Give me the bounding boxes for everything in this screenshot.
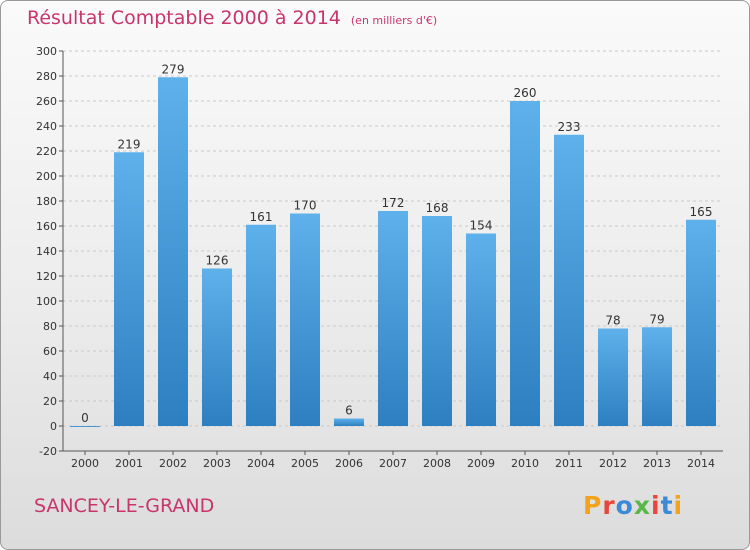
logo-letter: o (615, 491, 634, 520)
commune-name: SANCEY-LE-GRAND (34, 495, 215, 517)
axes: -200204060801001201401601802002202402602… (36, 45, 723, 470)
x-tick-label: 2013 (643, 457, 671, 470)
y-tick-label: 240 (36, 120, 57, 133)
title-unit: (en milliers d'€) (350, 14, 438, 27)
y-tick-label: 120 (36, 270, 57, 283)
y-tick-label: 260 (36, 95, 57, 108)
bar (510, 101, 540, 426)
bar (686, 219, 716, 426)
bar (422, 216, 452, 426)
x-tick-label: 2002 (159, 457, 187, 470)
bar-value-label: 279 (162, 62, 185, 76)
y-tick-label: 140 (36, 245, 57, 258)
value-labels: 0 219 279 126 161 170 6 172 168 154 260 233 78 79 165 (81, 62, 712, 425)
x-tick-label: 2010 (511, 457, 539, 470)
x-tick-label: 2006 (335, 457, 363, 470)
y-tick-label: 80 (43, 320, 57, 333)
y-tick-label: 280 (36, 70, 57, 83)
x-tick-label: 2007 (379, 457, 407, 470)
title-text: Résultat Comptable 2000 à 2014 (27, 7, 341, 29)
bar-value-label: 168 (426, 201, 449, 215)
x-tick-label: 2011 (555, 457, 583, 470)
bar (466, 233, 496, 426)
bar (598, 328, 628, 426)
bar (158, 77, 188, 426)
x-tick-label: 2012 (599, 457, 627, 470)
x-tick-label: 2008 (423, 457, 451, 470)
bar-value-label: 170 (294, 199, 317, 213)
x-tick-label: 2014 (687, 457, 715, 470)
bar-value-label: 260 (514, 86, 537, 100)
bar-value-label: 233 (558, 120, 581, 134)
bar-value-label: 219 (118, 137, 141, 151)
bar (554, 134, 584, 426)
bar-value-label: 172 (382, 196, 405, 210)
y-tick-label: 180 (36, 195, 57, 208)
y-tick-label: 20 (43, 395, 57, 408)
logo-letter: i (651, 491, 661, 520)
bar-value-label: 79 (649, 312, 664, 326)
logo-letter: r (602, 491, 616, 520)
y-tick-label: 160 (36, 220, 57, 233)
x-tick-label: 2009 (467, 457, 495, 470)
logo-letter: x (633, 491, 651, 520)
x-tick-label: 2001 (115, 457, 143, 470)
x-tick-label: 2005 (291, 457, 319, 470)
chart-title: Résultat Comptable 2000 à 2014 (en millie… (27, 7, 437, 29)
bar (290, 213, 320, 426)
y-tick-label: 300 (36, 45, 57, 58)
y-tick-label: 60 (43, 345, 57, 358)
y-tick-label: 0 (50, 420, 57, 433)
bar (70, 426, 100, 427)
bars (70, 77, 716, 427)
bar-value-label: 161 (250, 210, 273, 224)
logo-letter: i (673, 491, 684, 520)
logo-letter: P (583, 491, 603, 520)
bar (642, 327, 672, 426)
bar (334, 418, 364, 426)
bar-value-label: 6 (345, 404, 353, 418)
bar-value-label: 78 (605, 314, 620, 328)
y-tick-label: 100 (36, 295, 57, 308)
bar-value-label: 126 (206, 254, 229, 268)
proxiti-logo: Proxiti (583, 491, 683, 520)
bar (246, 224, 276, 426)
bar (114, 152, 144, 426)
bar (378, 211, 408, 426)
x-tick-label: 2000 (71, 457, 99, 470)
x-tick-label: 2003 (203, 457, 231, 470)
bar-value-label: 154 (470, 219, 493, 233)
y-tick-label: 220 (36, 145, 57, 158)
x-tick-label: 2004 (247, 457, 275, 470)
bar-value-label: 0 (81, 411, 89, 425)
bar (202, 268, 232, 426)
bar-value-label: 165 (690, 205, 713, 219)
logo-letter: t (660, 491, 674, 520)
y-tick-label: 200 (36, 170, 57, 183)
y-tick-label: 40 (43, 370, 57, 383)
y-tick-label: -20 (39, 445, 57, 458)
